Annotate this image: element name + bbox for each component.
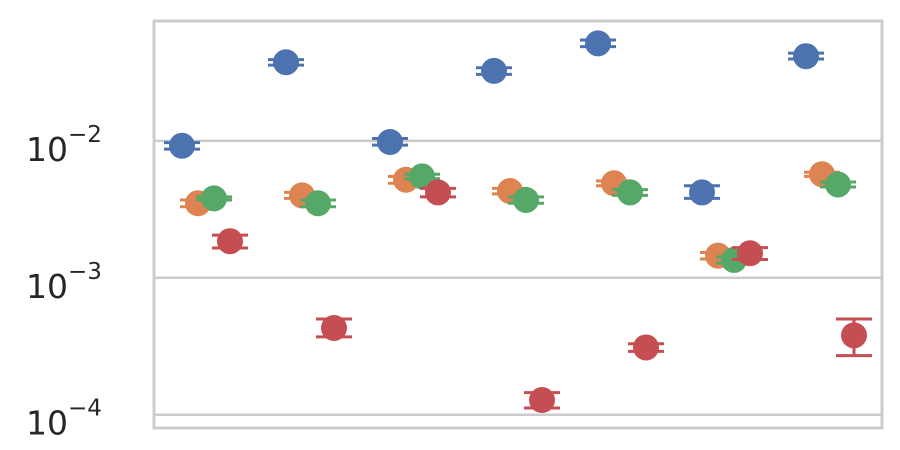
data-point <box>689 179 715 206</box>
y-tick-labels: 10−2 10−3 10−4 <box>26 122 102 443</box>
series-3 <box>196 163 856 273</box>
data-point <box>409 163 435 190</box>
data-point <box>793 43 819 70</box>
data-point <box>585 30 611 57</box>
series-1 <box>164 30 824 206</box>
data-point <box>169 132 195 159</box>
y-tick-label: 10−4 <box>26 396 102 443</box>
grid-lines <box>154 139 882 416</box>
data-point <box>305 190 331 217</box>
y-tick-label: 10−2 <box>26 122 102 169</box>
y-tick-label: 10−3 <box>26 259 102 306</box>
plot-frame <box>152 19 884 430</box>
data-point <box>481 57 507 84</box>
data-point <box>737 240 763 267</box>
data-point <box>217 228 243 255</box>
data-point <box>617 179 643 206</box>
series-4 <box>212 179 872 414</box>
data-marks <box>164 30 872 414</box>
data-point <box>825 171 851 198</box>
data-point <box>321 314 347 341</box>
data-point <box>513 186 539 213</box>
data-point <box>377 129 403 156</box>
data-point <box>273 49 299 76</box>
data-point <box>841 322 867 349</box>
data-point <box>633 334 659 361</box>
data-point <box>425 179 451 206</box>
data-point <box>201 185 227 212</box>
data-point <box>529 387 555 414</box>
